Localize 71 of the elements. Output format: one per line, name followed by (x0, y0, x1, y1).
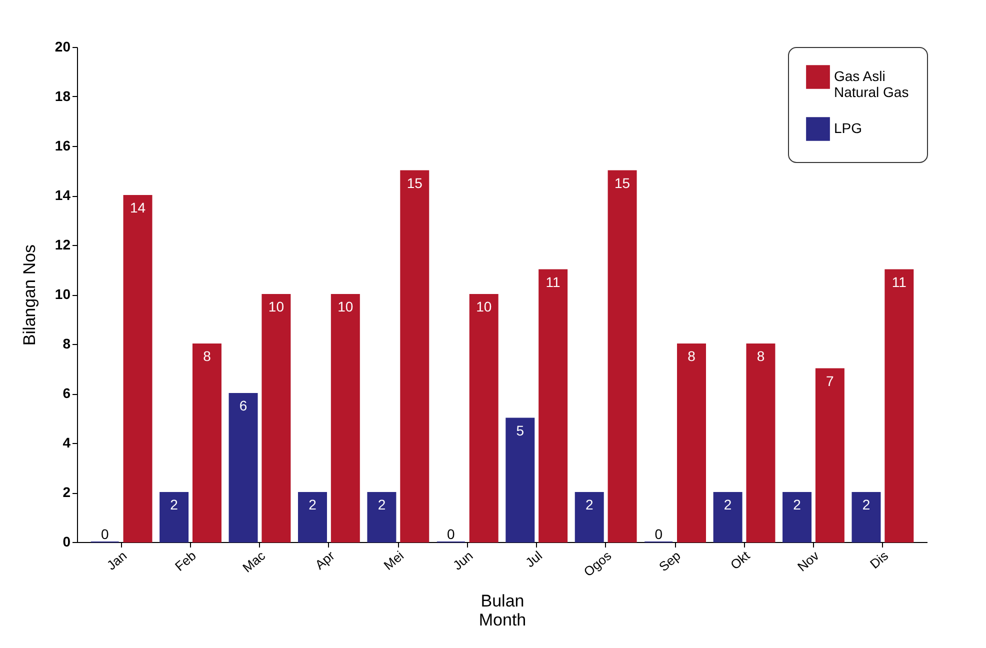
bar (400, 170, 430, 542)
x-tick-label: Mei (380, 548, 407, 573)
bar (298, 492, 327, 542)
bar (538, 269, 568, 542)
data-label: 11 (892, 274, 907, 290)
bar (713, 492, 742, 542)
bar (884, 269, 914, 542)
bar (506, 418, 535, 542)
data-label: 14 (130, 200, 146, 216)
bar (330, 294, 360, 542)
y-tick-label: 0 (62, 534, 71, 550)
bar (746, 344, 776, 542)
bar (367, 492, 396, 542)
bar (160, 492, 189, 542)
data-label: 0 (447, 526, 456, 542)
data-label: 10 (268, 298, 284, 314)
data-label: 2 (170, 496, 178, 512)
x-tick-label: Jun (450, 548, 476, 573)
bar (469, 294, 498, 542)
bar (782, 492, 812, 542)
y-tick-label: 4 (62, 434, 71, 450)
data-label: 5 (516, 422, 524, 438)
data-label: 2 (378, 496, 386, 512)
data-label: 2 (585, 496, 594, 512)
data-label: 10 (338, 298, 354, 314)
y-axis-title: Bilangan Nos (20, 244, 39, 346)
y-tick-label: 18 (54, 88, 71, 104)
bar (123, 195, 152, 542)
bar (228, 393, 258, 542)
x-tick-label: Apr (312, 548, 338, 572)
x-tick-label: Feb (172, 548, 199, 574)
data-label: 2 (862, 496, 870, 512)
bar (574, 492, 604, 542)
data-label: 8 (756, 348, 765, 364)
data-label: 6 (239, 398, 248, 414)
data-label: 8 (688, 348, 696, 364)
data-label: 0 (654, 526, 663, 542)
data-label: 7 (826, 372, 834, 389)
data-label: 0 (100, 526, 109, 542)
bar (262, 294, 291, 542)
data-label: 15 (406, 174, 423, 191)
y-tick-label: 20 (54, 38, 71, 54)
bar (815, 368, 844, 542)
x-axis-title: Bulan Month (478, 591, 526, 630)
data-label: 15 (614, 174, 630, 191)
y-tick-label: 16 (54, 138, 71, 154)
x-tick-label: Nov (794, 548, 822, 574)
y-tick-label: 2 (62, 484, 71, 500)
x-tick-label: Mac (240, 548, 268, 576)
legend-label: LPG (834, 120, 862, 136)
data-label: 8 (203, 348, 212, 364)
bar (608, 170, 637, 542)
bar (852, 492, 881, 542)
legend-label: Gas Asli Natural Gas (834, 68, 909, 100)
data-label: 2 (308, 496, 317, 512)
y-tick-label: 10 (54, 286, 71, 302)
x-tick-label: Jan (104, 548, 130, 573)
x-tick-label: Dis (867, 548, 892, 572)
y-tick-label: 12 (54, 236, 71, 252)
data-label: 11 (546, 274, 561, 290)
data-label: 2 (724, 496, 732, 512)
data-label: 2 (793, 496, 802, 512)
x-tick-label: Okt (727, 548, 753, 572)
bar (192, 344, 222, 542)
y-tick-label: 14 (54, 187, 71, 203)
data-label: 10 (476, 298, 492, 314)
y-tick-label: 8 (62, 336, 71, 352)
y-tick-label: 6 (62, 385, 71, 401)
x-tick-label: Jul (522, 548, 546, 570)
bar (677, 344, 706, 542)
x-tick-label: Sep (656, 548, 684, 574)
